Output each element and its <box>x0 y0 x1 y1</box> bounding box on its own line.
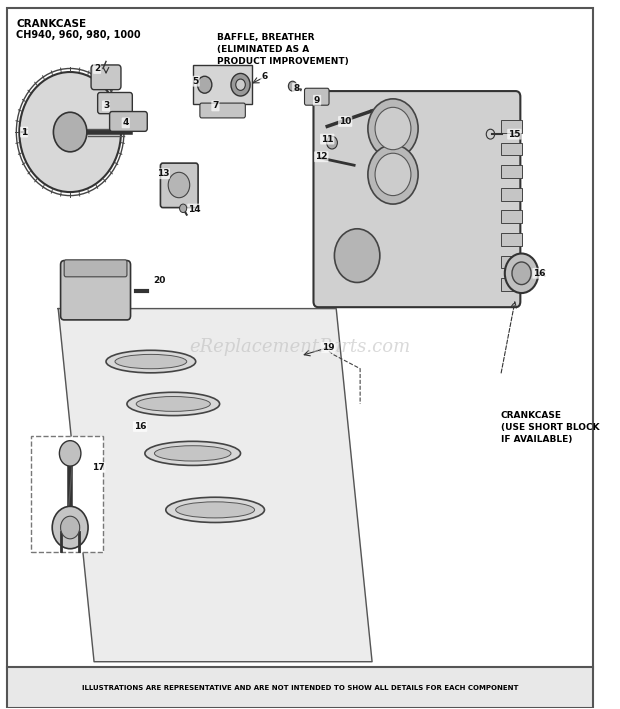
Bar <box>31 436 103 552</box>
Circle shape <box>327 136 337 149</box>
Polygon shape <box>58 308 372 661</box>
FancyBboxPatch shape <box>61 261 131 320</box>
Bar <box>7 666 593 708</box>
Circle shape <box>368 99 418 158</box>
Text: 13: 13 <box>157 169 169 178</box>
Text: 19: 19 <box>322 343 335 352</box>
Text: CRANKCASE: CRANKCASE <box>16 19 86 29</box>
Text: 14: 14 <box>188 204 201 213</box>
Circle shape <box>505 254 538 293</box>
Text: 7: 7 <box>212 101 219 111</box>
Text: 12: 12 <box>315 152 327 161</box>
Circle shape <box>368 145 418 204</box>
FancyBboxPatch shape <box>304 88 329 105</box>
Bar <box>500 188 521 201</box>
Circle shape <box>180 204 187 213</box>
Text: 9: 9 <box>314 96 321 105</box>
Text: CH940, 960, 980, 1000: CH940, 960, 980, 1000 <box>16 30 141 40</box>
Text: BAFFLE, BREATHER
(ELIMINATED AS A
PRODUCT IMPROVEMENT): BAFFLE, BREATHER (ELIMINATED AS A PRODUC… <box>216 33 348 66</box>
Circle shape <box>334 229 380 282</box>
Text: 17: 17 <box>92 463 105 472</box>
Bar <box>500 256 521 268</box>
Bar <box>500 165 521 178</box>
Ellipse shape <box>106 350 196 373</box>
Bar <box>7 666 593 708</box>
Circle shape <box>52 506 88 549</box>
Circle shape <box>288 82 297 91</box>
Circle shape <box>61 516 80 539</box>
Text: 8: 8 <box>293 84 299 93</box>
Bar <box>500 233 521 246</box>
Circle shape <box>236 79 246 90</box>
Text: 1: 1 <box>21 128 27 137</box>
Text: 10: 10 <box>339 117 352 126</box>
Circle shape <box>375 153 411 196</box>
Text: 15: 15 <box>508 130 521 139</box>
Ellipse shape <box>145 441 241 465</box>
Text: 5: 5 <box>193 77 199 86</box>
Circle shape <box>512 262 531 284</box>
Ellipse shape <box>136 396 210 411</box>
Bar <box>500 143 521 155</box>
Text: 20: 20 <box>154 276 166 285</box>
FancyBboxPatch shape <box>200 103 246 118</box>
Circle shape <box>375 107 411 150</box>
Circle shape <box>53 112 87 152</box>
Circle shape <box>198 77 212 93</box>
Text: 4: 4 <box>123 118 129 128</box>
Bar <box>500 120 521 133</box>
Text: 16: 16 <box>533 269 546 278</box>
Circle shape <box>168 172 190 198</box>
Text: 16: 16 <box>134 422 146 431</box>
Bar <box>500 211 521 223</box>
FancyBboxPatch shape <box>314 91 520 307</box>
Text: 6: 6 <box>262 72 268 82</box>
Circle shape <box>19 72 121 192</box>
Ellipse shape <box>166 497 265 523</box>
Text: 11: 11 <box>321 135 334 144</box>
Ellipse shape <box>115 354 187 369</box>
Text: eReplacementParts.com: eReplacementParts.com <box>190 338 411 357</box>
Text: ILLUSTRATIONS ARE REPRESENTATIVE AND ARE NOT INTENDED TO SHOW ALL DETAILS FOR EA: ILLUSTRATIONS ARE REPRESENTATIVE AND ARE… <box>82 685 518 691</box>
Bar <box>500 278 521 291</box>
FancyBboxPatch shape <box>110 111 148 131</box>
Circle shape <box>60 441 81 466</box>
FancyBboxPatch shape <box>91 65 121 89</box>
Text: CRANKCASE
(USE SHORT BLOCK
IF AVAILABLE): CRANKCASE (USE SHORT BLOCK IF AVAILABLE) <box>500 411 600 444</box>
FancyBboxPatch shape <box>64 260 127 277</box>
Bar <box>193 65 252 104</box>
Ellipse shape <box>127 392 219 415</box>
Ellipse shape <box>175 502 255 518</box>
Text: 3: 3 <box>103 101 109 111</box>
Circle shape <box>231 74 250 96</box>
FancyBboxPatch shape <box>97 92 132 113</box>
Text: 2: 2 <box>94 64 100 73</box>
FancyBboxPatch shape <box>161 163 198 208</box>
Ellipse shape <box>154 446 231 461</box>
